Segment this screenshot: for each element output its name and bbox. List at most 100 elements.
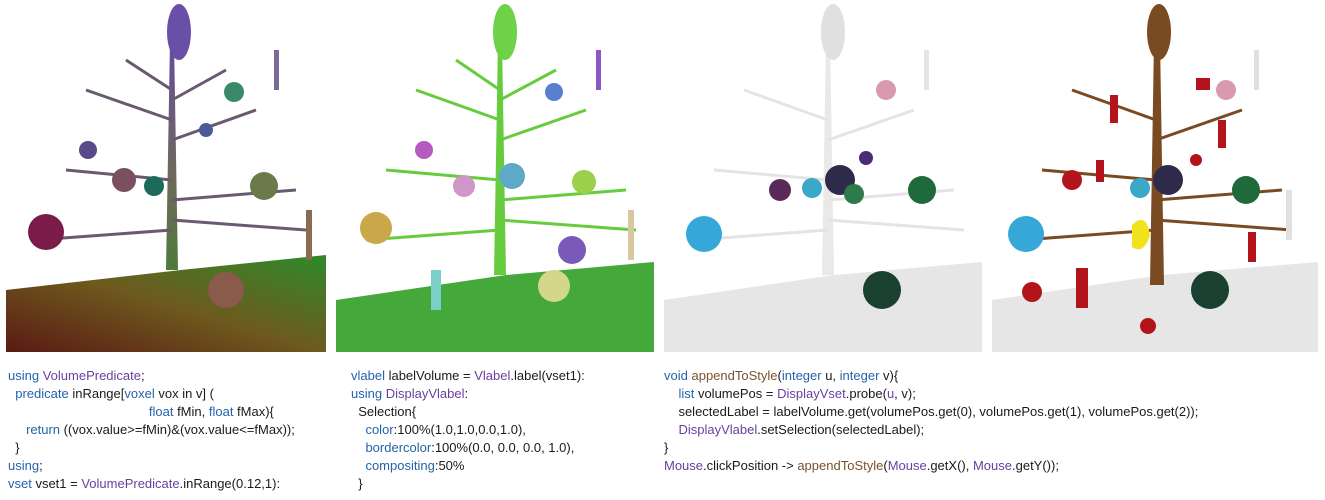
code-line: using VolumePredicate; bbox=[8, 367, 295, 385]
volume-render-gradient bbox=[6, 4, 326, 352]
ornament bbox=[1008, 216, 1044, 252]
panel-selection-highlight bbox=[992, 0, 1318, 352]
code-token: vset bbox=[8, 476, 32, 491]
code-token: Mouse bbox=[664, 458, 704, 473]
code-token: } bbox=[664, 440, 669, 455]
code-token: vox in v] ( bbox=[154, 386, 214, 401]
ornament bbox=[545, 83, 563, 101]
ornament-top bbox=[493, 4, 517, 60]
ornament bbox=[769, 179, 791, 201]
ornament bbox=[415, 141, 433, 159]
code-token: Selection{ bbox=[351, 404, 417, 419]
ornament bbox=[306, 210, 312, 260]
ornament bbox=[844, 184, 864, 204]
ornament bbox=[274, 50, 279, 90]
code-token: u, bbox=[821, 368, 840, 383]
gray-ornaments bbox=[1254, 50, 1292, 240]
ornament bbox=[572, 170, 596, 194]
floor bbox=[336, 262, 654, 352]
ornament bbox=[224, 82, 244, 102]
code-token: .label(vset1): bbox=[510, 368, 585, 383]
ornament bbox=[453, 175, 475, 197]
code-line: void appendToStyle(integer u, integer v)… bbox=[664, 367, 1198, 385]
code-line: bordercolor:100%(0.0, 0.0, 0.0, 1.0), bbox=[351, 439, 585, 457]
ornament bbox=[1191, 271, 1229, 309]
code-token: .setSelection(selectedLabel); bbox=[757, 422, 925, 437]
ornament bbox=[802, 178, 822, 198]
ornament bbox=[208, 272, 244, 308]
code-line: } bbox=[8, 439, 295, 457]
trunk bbox=[166, 40, 178, 270]
ornament bbox=[79, 141, 97, 159]
code-token: VolumePredicate bbox=[42, 368, 141, 383]
code-token: VolumePredicate bbox=[81, 476, 180, 491]
code-token: DisplayVset bbox=[777, 386, 846, 401]
code-token: :100%(0.0, 0.0, 0.0, 1.0), bbox=[431, 440, 575, 455]
ornament bbox=[250, 172, 278, 200]
code-token: using bbox=[8, 368, 43, 383]
code-line: vset vset1 = VolumePredicate.inRange(0.1… bbox=[8, 475, 295, 493]
code-token: vset1 = bbox=[31, 476, 82, 491]
code-token: Mouse bbox=[887, 458, 927, 473]
ornament bbox=[1232, 176, 1260, 204]
code-line: DisplayVlabel.setSelection(selectedLabel… bbox=[664, 421, 1198, 439]
code-token: :100%(1.0,1.0,0.0,1.0), bbox=[393, 422, 526, 437]
ornament bbox=[1216, 80, 1236, 100]
code-token: fMin, bbox=[173, 404, 209, 419]
branches bbox=[693, 88, 965, 242]
ornament bbox=[628, 210, 634, 260]
ornament bbox=[538, 270, 570, 302]
code-token bbox=[351, 422, 365, 437]
floor bbox=[6, 255, 326, 352]
panel-labeled-volume bbox=[336, 0, 654, 352]
panel-selection-gray bbox=[664, 0, 982, 352]
code-line: } bbox=[664, 439, 1198, 457]
trunk bbox=[822, 40, 834, 275]
floor bbox=[992, 262, 1318, 352]
code-line: Mouse.clickPosition -> appendToStyle(Mou… bbox=[664, 457, 1198, 475]
ornament-top bbox=[821, 4, 845, 60]
code-token: vlabel bbox=[351, 368, 385, 383]
code-token: ( bbox=[883, 458, 888, 473]
code-line: Selection{ bbox=[351, 403, 585, 421]
ornament bbox=[876, 80, 896, 100]
ornament bbox=[686, 216, 722, 252]
ornament bbox=[199, 123, 213, 137]
code-token: selectedLabel = labelVolume.get(volumePo… bbox=[664, 404, 1199, 419]
ornament bbox=[863, 271, 901, 309]
ornament bbox=[28, 214, 64, 250]
code-line: color:100%(1.0,1.0,0.0,1.0), bbox=[351, 421, 585, 439]
code-line: using; bbox=[8, 457, 295, 475]
code-token: labelVolume = bbox=[384, 368, 475, 383]
code-token: : bbox=[464, 386, 469, 401]
code-token: ; bbox=[140, 368, 145, 383]
code-token: compositing bbox=[365, 458, 435, 473]
code-token: inRange[ bbox=[68, 386, 125, 401]
ornament bbox=[908, 176, 936, 204]
code-token bbox=[664, 386, 678, 401]
code-token: .getY()); bbox=[1012, 458, 1059, 473]
code-block-append-to-style: void appendToStyle(integer u, integer v)… bbox=[664, 367, 1198, 475]
code-line: using DisplayVlabel: bbox=[351, 385, 585, 403]
code-token: .probe( bbox=[845, 386, 887, 401]
code-token: DisplayVlabel bbox=[385, 386, 465, 401]
ornament bbox=[1153, 165, 1183, 195]
code-token: integer bbox=[839, 368, 880, 383]
code-line: selectedLabel = labelVolume.get(volumePo… bbox=[664, 403, 1198, 421]
ornament bbox=[1130, 178, 1150, 198]
code-token: using bbox=[351, 386, 386, 401]
code-token: v){ bbox=[879, 368, 899, 383]
panel-raw-volume bbox=[6, 0, 326, 352]
code-token: } bbox=[351, 476, 363, 491]
code-token: predicate bbox=[15, 386, 69, 401]
code-token: u bbox=[886, 386, 895, 401]
code-token: Vlabel bbox=[474, 368, 511, 383]
code-line: return ((vox.value>=fMin)&(vox.value<=fM… bbox=[8, 421, 295, 439]
code-token bbox=[351, 458, 365, 473]
code-token: ((vox.value>=fMin)&(vox.value<=fMax)); bbox=[60, 422, 295, 437]
code-token: color bbox=[365, 422, 394, 437]
code-token: float bbox=[148, 404, 174, 419]
branches bbox=[365, 58, 637, 242]
code-line: float fMin, float fMax){ bbox=[8, 403, 295, 421]
code-token: integer bbox=[781, 368, 822, 383]
